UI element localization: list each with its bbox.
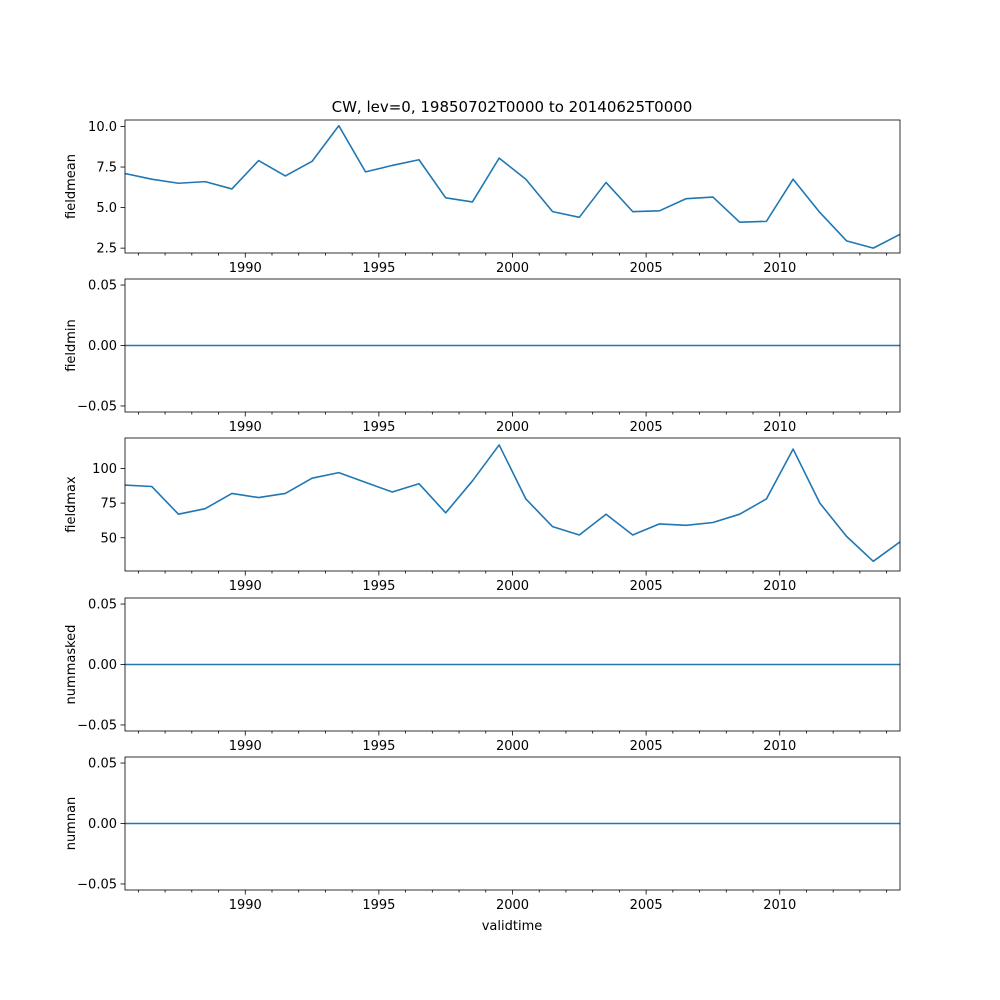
axes-frame xyxy=(124,756,901,891)
y-axis-label-fieldmin: fieldmin xyxy=(64,319,79,372)
x-tick-label: 2000 xyxy=(496,420,529,435)
x-tick-label: 1995 xyxy=(362,579,395,594)
x-tick-label: 1995 xyxy=(362,739,395,754)
y-tick-label: 0.00 xyxy=(88,339,117,354)
y-tick-label: 0.05 xyxy=(88,757,117,772)
subplot-stack: 1990 1995 2000 2005 2010 2.5 5.0 7.5 10.0 fieldme… xyxy=(64,119,901,913)
series-line-fieldmean xyxy=(125,124,900,249)
x-tick-label: 2005 xyxy=(630,898,663,913)
y-tick-label: 0.00 xyxy=(88,658,117,673)
x-tick-label: 1990 xyxy=(229,420,262,435)
subplot-fieldmax: 1990 1995 2000 2005 2010 50 75 100 fieldmax xyxy=(64,437,901,594)
x-axis-label: validtime xyxy=(482,919,543,934)
x-tick-label: 2005 xyxy=(630,579,663,594)
x-tick-label: 2000 xyxy=(496,739,529,754)
x-tick-label: 1995 xyxy=(362,420,395,435)
x-tick-label: 2000 xyxy=(496,898,529,913)
y-tick-label: 0.05 xyxy=(88,598,117,613)
x-tick-label: 1990 xyxy=(229,898,262,913)
y-axis-label-fieldmean: fieldmean xyxy=(64,154,79,219)
y-tick-label: 5.0 xyxy=(96,201,117,216)
y-tick-label: 2.5 xyxy=(96,242,117,257)
x-tick-label: 2005 xyxy=(630,739,663,754)
axes-frame xyxy=(124,278,901,413)
y-tick-label: 10.0 xyxy=(88,120,117,135)
x-tick-label: 2010 xyxy=(763,420,796,435)
x-tick-label: 2010 xyxy=(763,739,796,754)
y-tick-label: −0.05 xyxy=(77,399,117,414)
y-tick-label: 0.00 xyxy=(88,817,117,832)
subplot-fieldmin: 1990 1995 2000 2005 2010 −0.05 0.00 0.05 fieldmi… xyxy=(64,278,901,435)
x-tick-label: 1990 xyxy=(229,739,262,754)
axes-frame xyxy=(124,437,901,572)
y-tick-label: 0.05 xyxy=(88,279,117,294)
axes-frame xyxy=(124,119,901,254)
series-line-fieldmax xyxy=(125,444,900,563)
subplot-numnan: 1990 1995 2000 2005 2010 −0.05 0.00 0.05 numnan xyxy=(64,756,901,913)
x-tick-label: 1990 xyxy=(229,579,262,594)
y-tick-label: 50 xyxy=(100,531,117,546)
y-tick-label: 75 xyxy=(100,497,117,512)
axes-frame xyxy=(124,597,901,732)
x-tick-label: 1995 xyxy=(362,261,395,276)
x-tick-label: 2010 xyxy=(763,579,796,594)
y-tick-label: −0.05 xyxy=(77,718,117,733)
x-tick-label: 2010 xyxy=(763,898,796,913)
chart-title: CW, lev=0, 19850702T0000 to 20140625T000… xyxy=(332,98,693,116)
x-tick-label: 2010 xyxy=(763,261,796,276)
y-tick-label: 100 xyxy=(92,462,117,477)
x-tick-label: 1990 xyxy=(229,261,262,276)
x-tick-label: 2005 xyxy=(630,261,663,276)
x-tick-label: 2000 xyxy=(496,261,529,276)
subplot-nummasked: 1990 1995 2000 2005 2010 −0.05 0.00 0.05 nummask… xyxy=(64,597,901,754)
y-axis-label-fieldmax: fieldmax xyxy=(64,476,79,533)
x-tick-label: 2000 xyxy=(496,579,529,594)
y-tick-label: 7.5 xyxy=(96,161,117,176)
y-axis-label-nummasked: nummasked xyxy=(64,625,79,705)
x-tick-label: 1995 xyxy=(362,898,395,913)
x-tick-label: 2005 xyxy=(630,420,663,435)
y-axis-label-numnan: numnan xyxy=(64,797,79,851)
subplot-fieldmean: 1990 1995 2000 2005 2010 2.5 5.0 7.5 10.0 fieldme… xyxy=(64,119,901,276)
y-tick-label: −0.05 xyxy=(77,877,117,892)
